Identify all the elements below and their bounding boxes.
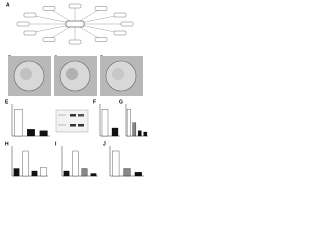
bar xyxy=(123,168,131,177)
bar xyxy=(137,130,142,137)
node xyxy=(113,30,127,36)
panel-letter: F xyxy=(93,99,96,105)
bar xyxy=(13,168,20,177)
node xyxy=(120,21,134,27)
node xyxy=(68,3,82,9)
bar xyxy=(101,109,109,137)
cell-inner xyxy=(112,68,124,80)
cell xyxy=(105,60,137,92)
panel-letter: H xyxy=(5,141,9,147)
bar xyxy=(22,150,29,177)
node xyxy=(94,6,108,11)
node xyxy=(23,30,37,36)
bar xyxy=(31,170,38,177)
panel-letter: A xyxy=(6,2,10,8)
node xyxy=(68,39,82,45)
bar xyxy=(40,167,47,177)
panel-letter: J xyxy=(103,141,106,147)
panel-letter: G xyxy=(119,99,123,105)
node xyxy=(23,12,37,18)
bar xyxy=(111,127,119,137)
node xyxy=(94,37,108,42)
bar xyxy=(143,131,148,137)
center-node xyxy=(65,20,85,28)
panel-letter: E xyxy=(5,99,9,105)
bar xyxy=(39,130,48,137)
node xyxy=(42,6,56,11)
cell-inner xyxy=(20,68,32,80)
cell xyxy=(13,60,45,92)
bar xyxy=(126,109,131,137)
bar xyxy=(90,173,97,177)
node xyxy=(113,12,127,18)
bar xyxy=(72,150,79,177)
bar xyxy=(132,122,137,137)
western-blot xyxy=(55,109,89,133)
bar xyxy=(112,150,120,177)
cell-inner xyxy=(66,68,78,80)
panel-letter: I xyxy=(55,141,57,147)
node xyxy=(16,21,30,27)
bar xyxy=(27,129,35,137)
node xyxy=(42,37,56,42)
bar xyxy=(63,170,70,177)
bar xyxy=(14,109,23,137)
bar xyxy=(134,172,142,177)
bar xyxy=(81,168,88,177)
